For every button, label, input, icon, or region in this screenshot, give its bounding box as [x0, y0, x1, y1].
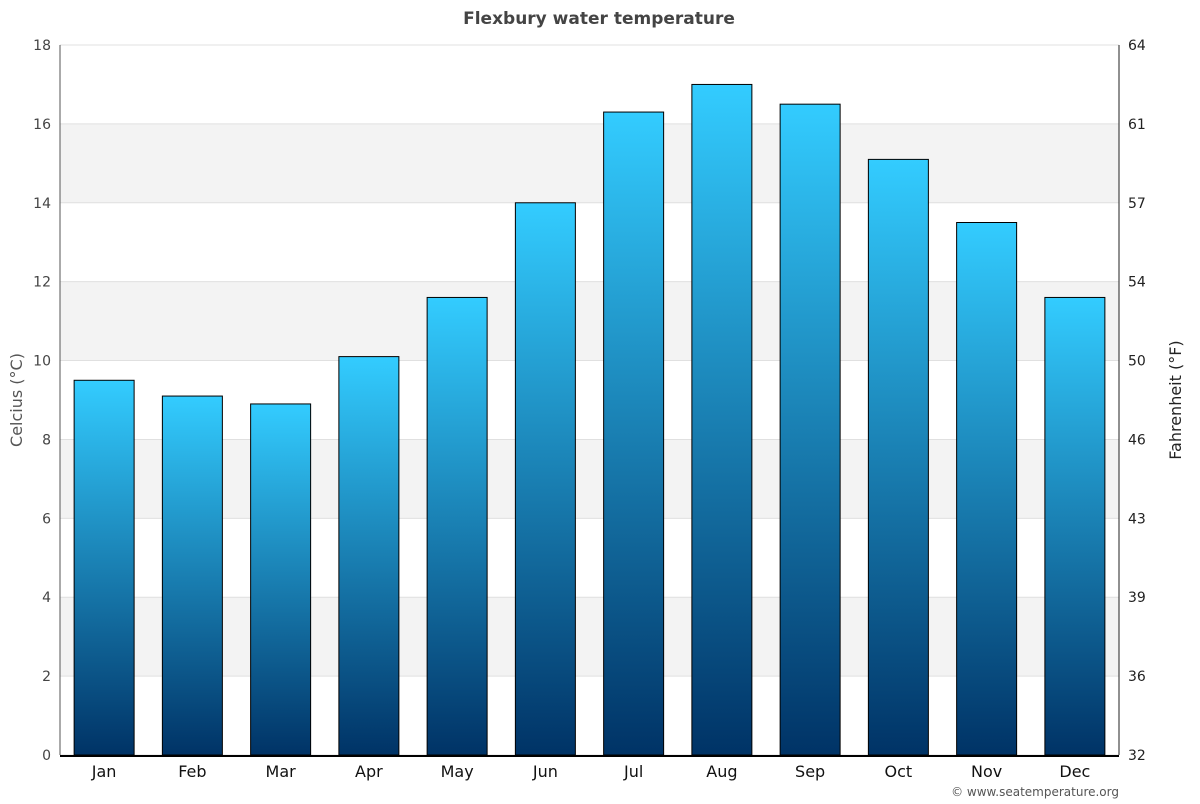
y-tick-label: 12 [33, 275, 51, 291]
x-tick-label: Mar [266, 762, 297, 781]
x-tick-label: Feb [178, 762, 206, 781]
bar-feb [161, 395, 223, 756]
bar-may [426, 296, 488, 756]
y2-tick-label: 57 [1128, 196, 1146, 212]
x-tick-label: Dec [1059, 762, 1090, 781]
x-tick-label: Jul [623, 762, 643, 781]
bar-jan [73, 379, 135, 756]
y-tick-label: 0 [42, 748, 51, 764]
y-tick-label: 10 [33, 354, 51, 370]
x-tick-label: Aug [706, 762, 737, 781]
y-axis-label: Celcius (°C) [7, 353, 26, 447]
y2-tick-label: 36 [1128, 669, 1146, 685]
x-tick-label: Apr [355, 762, 383, 781]
y2-tick-label: 32 [1128, 748, 1146, 764]
y2-tick-label: 39 [1128, 590, 1146, 606]
bar-apr [338, 356, 400, 756]
x-tick-label: Nov [971, 762, 1002, 781]
y2-tick-label: 43 [1128, 511, 1146, 527]
y2-tick-label: 46 [1128, 432, 1146, 448]
x-tick-label: Oct [885, 762, 913, 781]
y2-axis-label: Fahrenheit (°F) [1166, 340, 1185, 459]
y-tick-label: 14 [33, 196, 51, 212]
y2-tick-label: 50 [1128, 354, 1146, 370]
y-tick-label: 6 [42, 511, 51, 527]
footer-credit: © www.seatemperature.org [951, 785, 1119, 799]
x-tick-label: Jan [91, 762, 117, 781]
y-tick-label: 18 [33, 38, 51, 54]
x-tick-label: Jun [532, 762, 558, 781]
bar-jun [514, 202, 576, 756]
y2-tick-label: 64 [1128, 38, 1146, 54]
bar-sep [779, 103, 841, 756]
bar-aug [691, 83, 753, 756]
y-tick-label: 2 [42, 669, 51, 685]
bar-oct [867, 158, 929, 756]
bar-mar [250, 403, 312, 756]
y-tick-label: 16 [33, 117, 51, 133]
y2-tick-label: 54 [1128, 275, 1146, 291]
grid-band [60, 123, 1119, 203]
y2-tick-label: 61 [1128, 117, 1146, 133]
bar-jul [603, 111, 665, 756]
bar-nov [956, 222, 1018, 756]
chart-title: Flexbury water temperature [463, 9, 735, 29]
x-tick-label: May [441, 762, 474, 781]
bar-dec [1044, 296, 1106, 756]
y-tick-label: 4 [42, 590, 51, 606]
grid-band [60, 597, 1119, 677]
grid-band [60, 281, 1119, 361]
y-tick-label: 8 [42, 432, 51, 448]
grid-band [60, 439, 1119, 519]
x-tick-label: Sep [795, 762, 825, 781]
